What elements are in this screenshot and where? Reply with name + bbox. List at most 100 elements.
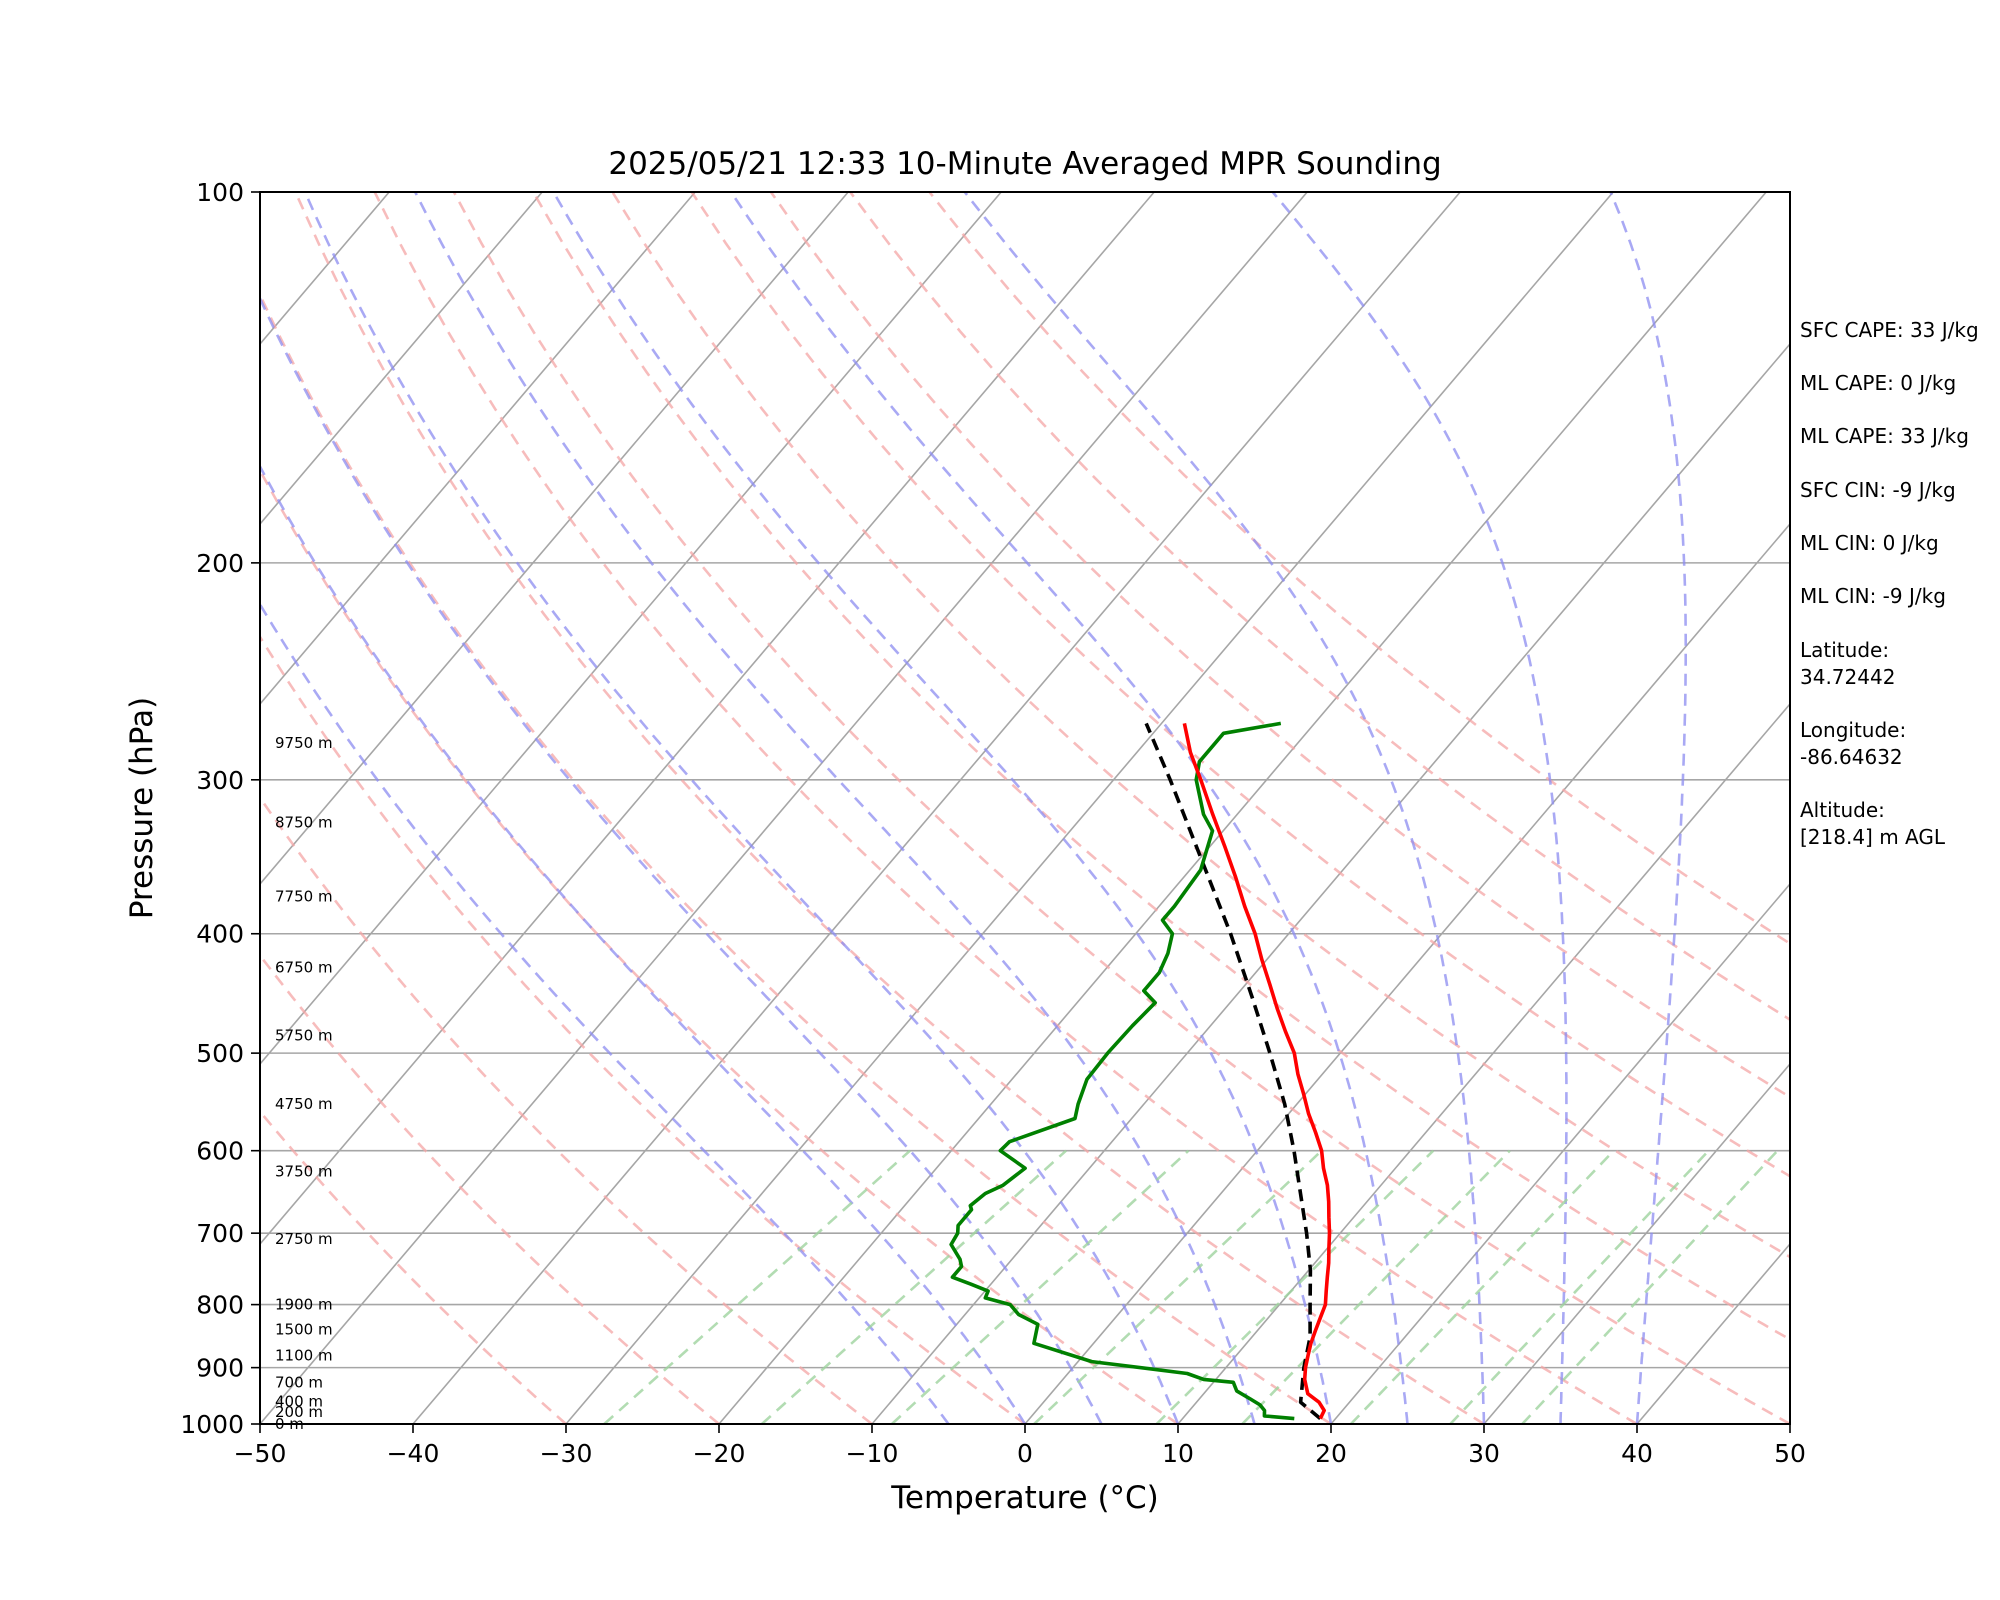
x-tick-label: −30 bbox=[540, 1439, 593, 1468]
isotherm-line bbox=[1177, 702, 1790, 1424]
x-tick-label: 0 bbox=[1017, 1439, 1033, 1468]
height-label: 3750 m bbox=[275, 1163, 333, 1181]
height-label: 7750 m bbox=[275, 887, 333, 905]
mixing-ratio-line bbox=[1449, 1149, 1710, 1424]
height-label: 200 m bbox=[275, 1403, 323, 1421]
y-tick-label: 1000 bbox=[180, 1410, 244, 1439]
dry-adiabat-line bbox=[690, 192, 1790, 1178]
isotherm-line bbox=[565, 192, 1614, 1424]
latitude-label: Latitude: bbox=[1800, 638, 1889, 662]
height-label: 2750 m bbox=[275, 1230, 333, 1248]
x-tick-label: −40 bbox=[387, 1439, 440, 1468]
sfc-cape-text: SFC CAPE: 33 J/kg bbox=[1800, 318, 1979, 342]
y-tick-label: 900 bbox=[196, 1354, 244, 1383]
dry-adiabat-line bbox=[260, 1109, 567, 1424]
background-lines bbox=[260, 192, 1790, 1424]
altitude-value: [218.4] m AGL bbox=[1800, 825, 1946, 849]
height-label: 1500 m bbox=[275, 1320, 333, 1338]
isotherm-line bbox=[260, 192, 696, 706]
y-tick-label: 400 bbox=[196, 920, 244, 949]
x-tick-label: 10 bbox=[1162, 1439, 1194, 1468]
dry-adiabat-line bbox=[260, 291, 1332, 1424]
dry-adiabat-line bbox=[849, 192, 1790, 1022]
y-axis-label: Pressure (hPa) bbox=[124, 697, 160, 919]
latitude-value: 34.72442 bbox=[1800, 665, 1895, 689]
mixing-ratio-line bbox=[760, 1149, 1067, 1424]
dry-adiabat-line bbox=[611, 192, 1790, 1259]
longitude-value: -86.64632 bbox=[1800, 745, 1903, 769]
moist-adiabat-line bbox=[963, 192, 1486, 1424]
height-label: 8750 m bbox=[275, 814, 333, 832]
y-tick-label: 200 bbox=[196, 549, 244, 578]
x-tick-label: 40 bbox=[1621, 1439, 1653, 1468]
y-tick-label: 100 bbox=[196, 178, 244, 207]
y-tick-label: 500 bbox=[196, 1039, 244, 1068]
mixing-ratio-line bbox=[603, 1149, 911, 1424]
x-tick-label: −20 bbox=[693, 1439, 746, 1468]
moist-adiabat-line bbox=[260, 463, 1027, 1424]
ml-cin-text-2: ML CIN: -9 J/kg bbox=[1800, 584, 1946, 608]
moist-adiabat-line bbox=[414, 192, 1256, 1424]
height-label: 6750 m bbox=[275, 958, 333, 976]
isotherm-line bbox=[412, 192, 1461, 1424]
x-axis-label: Temperature (°C) bbox=[890, 1480, 1159, 1516]
height-label: 1900 m bbox=[275, 1296, 333, 1314]
moist-adiabat-line bbox=[260, 601, 950, 1424]
moist-adiabat-line bbox=[303, 192, 1180, 1424]
altitude-label: Altitude: bbox=[1800, 798, 1885, 822]
dewpoint-profile-line bbox=[949, 721, 1295, 1421]
moist-adiabat-line bbox=[729, 192, 1409, 1424]
longitude-label: Longitude: bbox=[1800, 718, 1906, 742]
y-tick-label: 700 bbox=[196, 1219, 244, 1248]
x-axis-ticks: −50 −40 −30 −20 −10 0 10 20 30 40 50 bbox=[234, 1424, 1806, 1468]
mixing-ratio-line bbox=[1521, 1149, 1779, 1424]
isotherm-line bbox=[260, 192, 1155, 1246]
height-label: 4750 m bbox=[275, 1095, 333, 1113]
dry-adiabat-line bbox=[294, 192, 1485, 1424]
isotherm-line bbox=[260, 192, 1308, 1424]
x-tick-label: 30 bbox=[1468, 1439, 1500, 1468]
moist-adiabat-line bbox=[260, 295, 1103, 1424]
moist-adiabat-line bbox=[1609, 192, 1687, 1424]
x-tick-label: −50 bbox=[234, 1439, 287, 1468]
dry-adiabat-line bbox=[769, 192, 1790, 1099]
isotherm-line bbox=[260, 192, 1002, 1066]
height-label: 1100 m bbox=[275, 1347, 333, 1365]
height-label: 700 m bbox=[275, 1373, 323, 1391]
isotherm-line bbox=[1024, 522, 1790, 1424]
x-tick-label: 20 bbox=[1315, 1439, 1347, 1468]
x-tick-label: 50 bbox=[1774, 1439, 1806, 1468]
dry-adiabat-line bbox=[260, 953, 720, 1424]
temperature-profile-line bbox=[1182, 723, 1332, 1420]
dry-adiabat-line bbox=[928, 192, 1790, 946]
x-tick-label: −10 bbox=[846, 1439, 899, 1468]
dry-adiabat-line bbox=[260, 634, 1026, 1424]
isotherm-line bbox=[1483, 1062, 1790, 1424]
dry-adiabat-line bbox=[373, 192, 1638, 1424]
y-tick-label: 600 bbox=[196, 1137, 244, 1166]
isotherm-line bbox=[1330, 882, 1790, 1424]
isotherm-line bbox=[871, 342, 1790, 1424]
mixing-ratio-line bbox=[891, 1149, 1190, 1424]
height-label: 9750 m bbox=[275, 734, 333, 752]
isotherm-line bbox=[718, 192, 1767, 1424]
dry-adiabat-line bbox=[260, 795, 873, 1424]
sounding-indices: SFC CAPE: 33 J/kg ML CAPE: 0 J/kg ML CAP… bbox=[1800, 318, 1979, 849]
isotherm-line bbox=[260, 192, 849, 886]
dry-adiabat-line bbox=[260, 467, 1179, 1424]
y-tick-label: 300 bbox=[196, 766, 244, 795]
ml-cape-text-2: ML CAPE: 33 J/kg bbox=[1800, 424, 1969, 448]
height-label: 5750 m bbox=[275, 1027, 333, 1045]
chart-title: 2025/05/21 12:33 10-Minute Averaged MPR … bbox=[608, 146, 1441, 182]
ml-cape-text: ML CAPE: 0 J/kg bbox=[1800, 371, 1956, 395]
profile-lines bbox=[949, 721, 1332, 1421]
isotherm-line bbox=[260, 192, 543, 526]
ml-cin-text: ML CIN: 0 J/kg bbox=[1800, 531, 1939, 555]
y-tick-label: 800 bbox=[196, 1291, 244, 1320]
height-label: 400 m bbox=[275, 1393, 323, 1411]
mixing-ratio-line bbox=[1349, 1149, 1615, 1424]
moist-adiabat-line bbox=[1271, 192, 1568, 1424]
y-axis-ticks: 1000 900 800 700 600 500 400 300 200 100 bbox=[180, 178, 260, 1439]
